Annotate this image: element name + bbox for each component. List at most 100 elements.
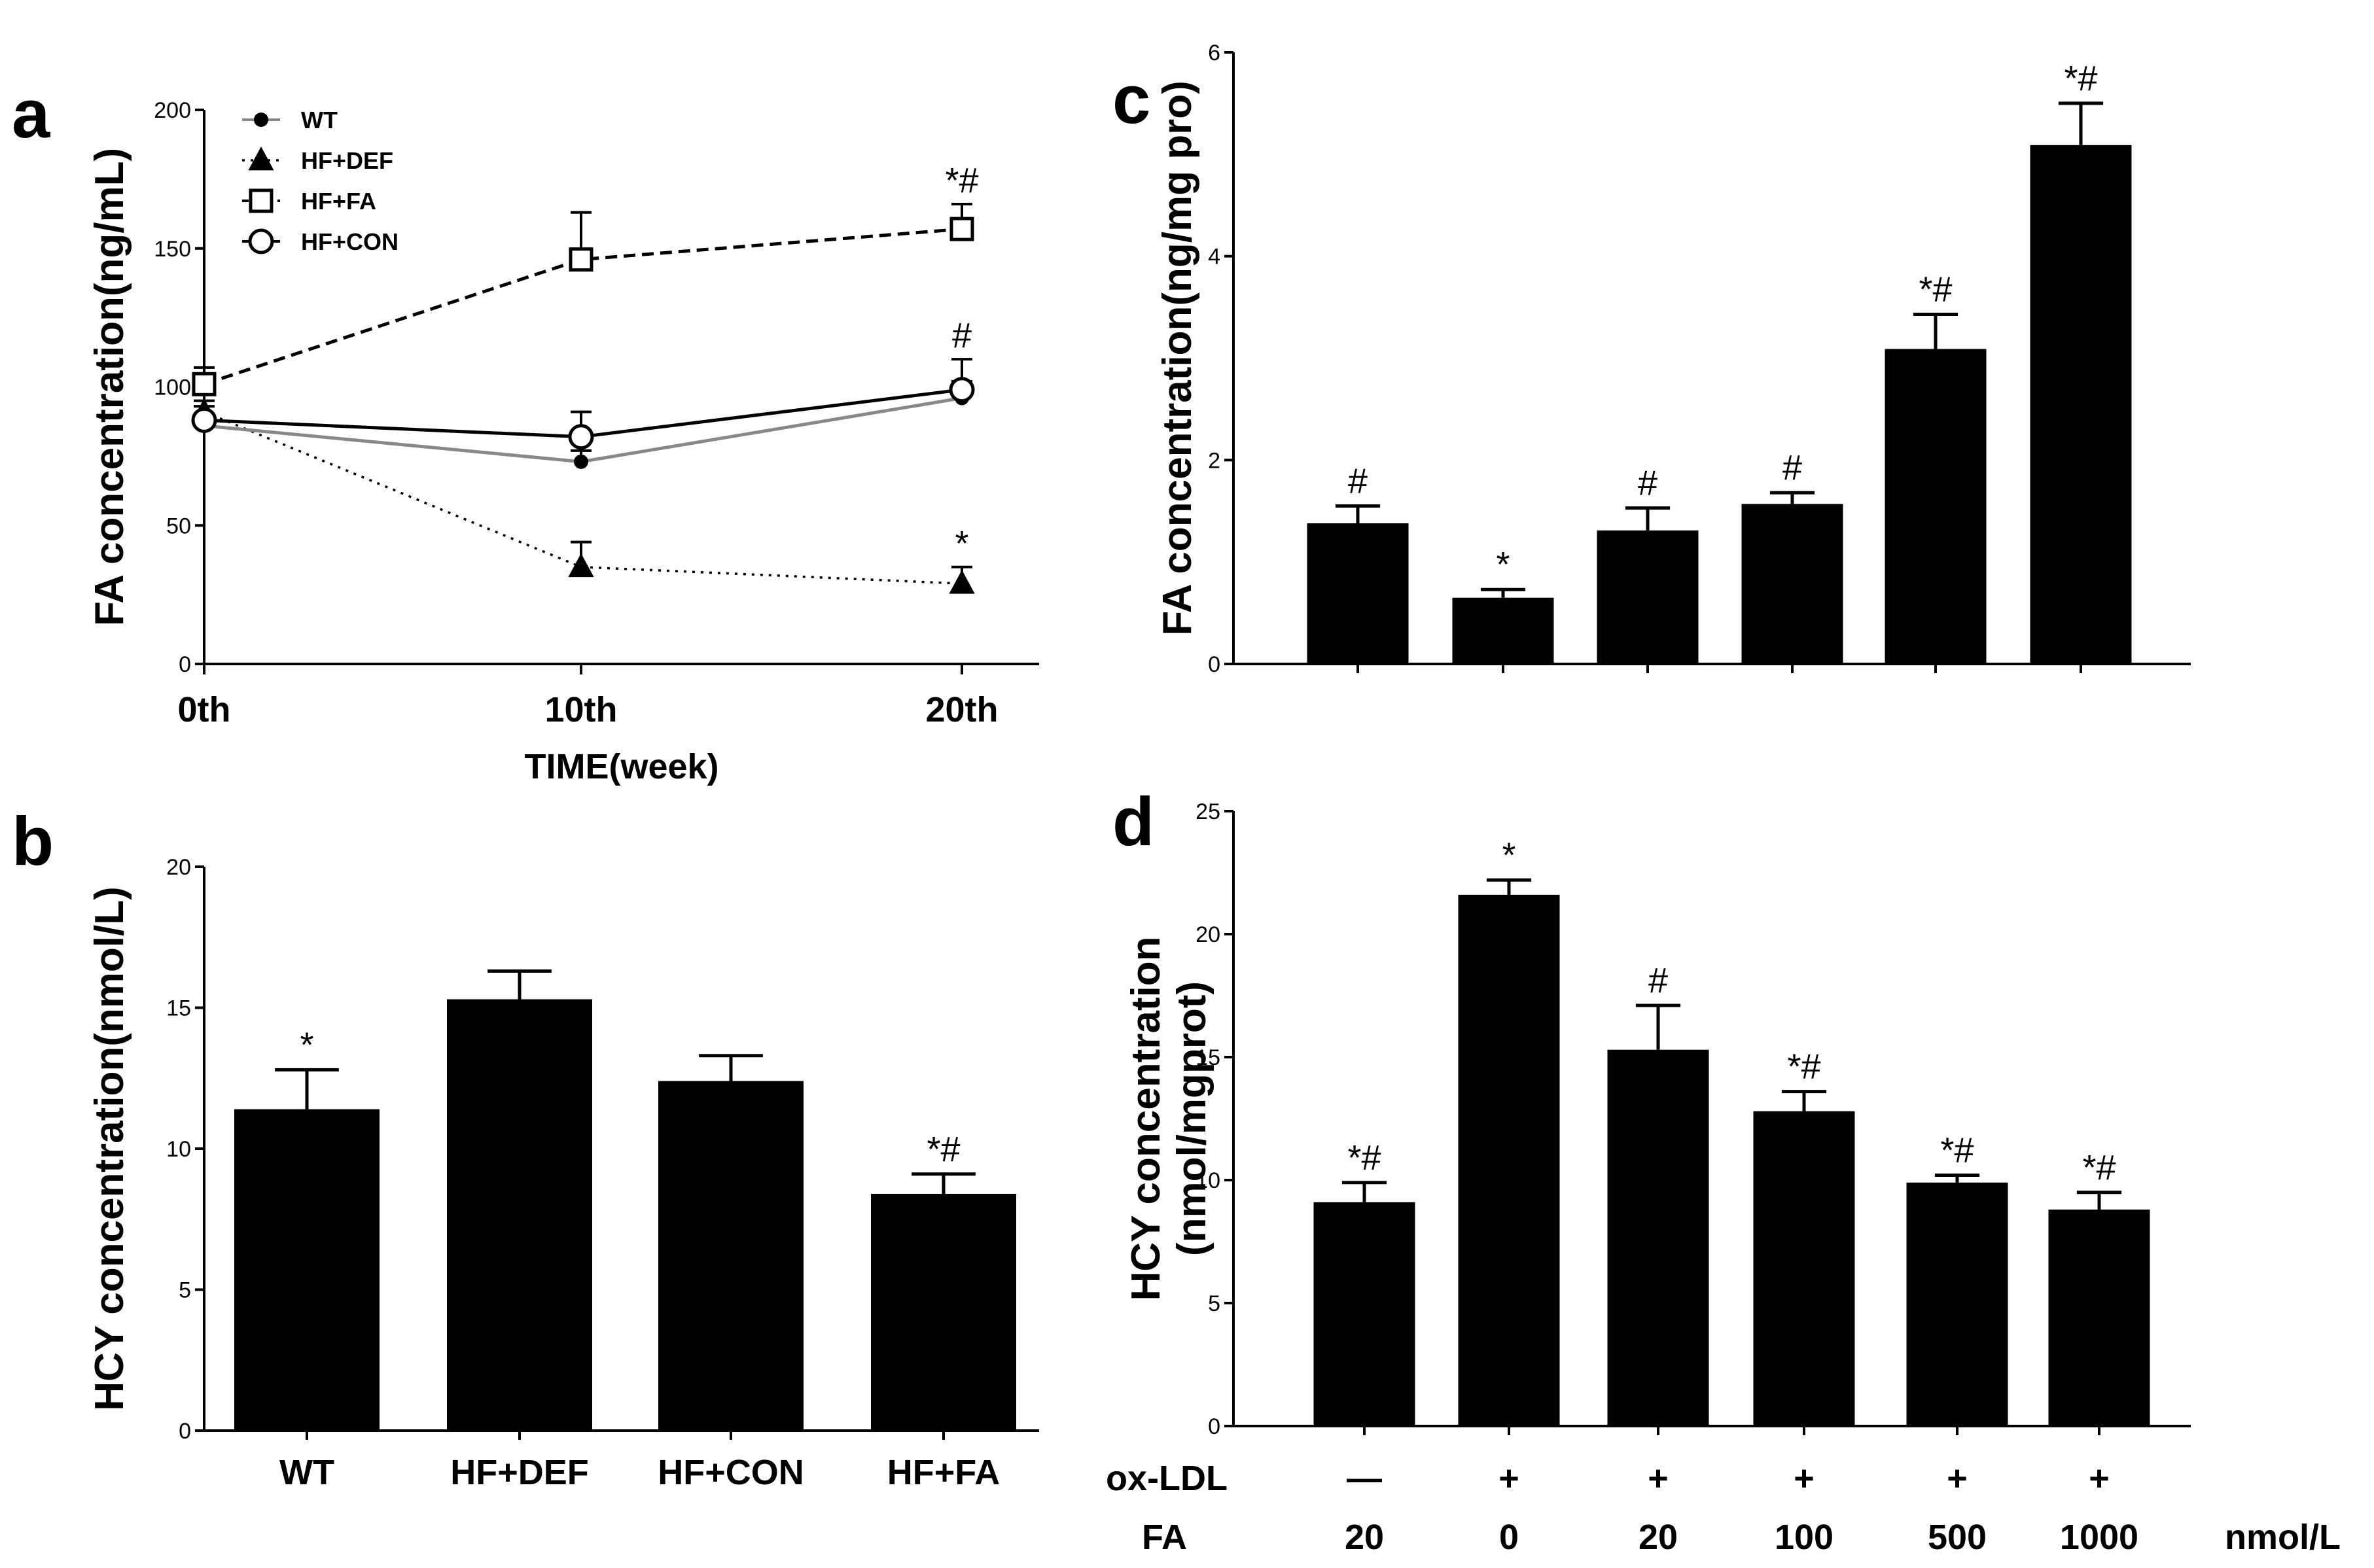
series-hf-fa (192, 202, 974, 396)
y-tick-label: 6 (1208, 41, 1220, 65)
y-tick-label: 2 (1208, 448, 1220, 473)
y-axis-title: HCY concentration(nmol/L) (87, 886, 132, 1410)
bar-group: # (1307, 461, 1409, 673)
significance-label: # (1638, 464, 1657, 503)
legend-label: WT (301, 107, 338, 133)
condition-value: 20 (1639, 1518, 1678, 1557)
y-tick-label: 20 (1196, 922, 1220, 947)
y-tick-label: 150 (154, 237, 191, 262)
legend-marker (248, 147, 274, 171)
significance-label: # (952, 316, 972, 355)
x-tick-label: 0th (178, 690, 231, 729)
condition-row-ox-ldl: ox-LDL — + + + + + (1106, 1459, 2110, 1498)
y-tick-label: 10 (166, 1137, 191, 1162)
bar (1753, 1111, 1855, 1426)
condition-value: + (2089, 1459, 2110, 1498)
significance-label: *# (1940, 1130, 1974, 1170)
significance-label: # (1348, 461, 1368, 500)
y-tick-label: 10 (1196, 1168, 1220, 1193)
legend-label: HF+CON (301, 228, 399, 255)
y-tick-label: 200 (154, 98, 191, 123)
significance-label: * (300, 1025, 313, 1064)
y-tick-label: 100 (154, 375, 191, 400)
bar-group: WT * (234, 1025, 380, 1492)
bar (871, 1193, 1016, 1431)
panel-b: b 0 5 10 15 20 WT * HF+DEF HF+CON HF+FA *# HCY conce… (12, 803, 1039, 1492)
legend-label: HF+DEF (301, 147, 393, 174)
bar-group: *# (1906, 1130, 2008, 1435)
panel-a: a 0 50 100 150 200 0th 10th 20th TIME(week) FA con… (12, 76, 1039, 786)
y-axis-title: FA concentration(ng/mL) (87, 148, 132, 626)
data-point (949, 217, 974, 241)
category-label: HF+FA (887, 1453, 1001, 1492)
bar-group: *# (1885, 270, 1987, 673)
panel-letter: c (1112, 61, 1150, 138)
condition-value: + (1498, 1459, 1519, 1498)
y-axis-title-line: HCY concentration (1124, 937, 1169, 1301)
data-point (574, 454, 588, 469)
significance-label: *# (1787, 1047, 1820, 1087)
bar-group: *# (1313, 1138, 1415, 1435)
significance-label: *# (927, 1130, 960, 1169)
bar (1597, 530, 1699, 664)
condition-value: 0 (1499, 1518, 1519, 1557)
y-tick-label: 50 (166, 514, 191, 538)
condition-value: 20 (1345, 1518, 1384, 1557)
category-label: HF+DEF (450, 1453, 589, 1492)
y-tick-label: 0 (1208, 652, 1220, 677)
bar-group: HF+CON (658, 1054, 804, 1492)
significance-label: *# (2082, 1148, 2116, 1187)
y-tick-label: 4 (1208, 245, 1220, 270)
bar (1885, 349, 1987, 664)
series-line (204, 227, 963, 386)
legend-item: HF+DEF (242, 147, 393, 174)
condition-value: 100 (1775, 1518, 1834, 1557)
condition-value: + (1794, 1459, 1815, 1498)
legend-item: WT (242, 107, 338, 133)
x-axis-title: TIME(week) (524, 747, 718, 786)
y-tick-label: 0 (179, 652, 191, 677)
bar-group: HF+DEF (447, 969, 592, 1492)
data-point (949, 377, 975, 403)
bar-group: *# (1753, 1047, 1855, 1435)
y-axis-title-line: (nmol/mgprot) (1169, 981, 1214, 1256)
data-point (568, 553, 594, 578)
condition-value: 500 (1928, 1518, 1987, 1557)
legend-item: HF+CON (242, 228, 399, 255)
bar (234, 1109, 380, 1431)
legend-item: HF+FA (242, 188, 376, 215)
bar (447, 999, 592, 1431)
significance-label: * (955, 524, 968, 563)
category-label: WT (279, 1453, 334, 1492)
y-tick-label: 5 (179, 1278, 191, 1303)
series-hf-con (191, 358, 975, 450)
bar (1452, 597, 1554, 664)
legend-marker (248, 228, 274, 254)
y-tick-label: 15 (1196, 1045, 1220, 1070)
data-point (949, 570, 975, 594)
bar-group: # (1597, 464, 1699, 673)
x-tick-label: 10th (544, 690, 617, 729)
condition-value: 1000 (2060, 1518, 2138, 1557)
y-tick-label: 20 (166, 855, 191, 880)
condition-value: — (1347, 1459, 1382, 1498)
significance-label: * (1496, 545, 1510, 584)
significance-label: *# (1919, 270, 1952, 309)
condition-unit: nmol/L (2225, 1518, 2341, 1557)
y-tick-label: 5 (1208, 1291, 1220, 1316)
bar (1307, 523, 1409, 664)
significance-label: * (1502, 835, 1515, 875)
bar (1458, 894, 1560, 1426)
bar-group: * (1452, 545, 1554, 673)
data-point (568, 424, 594, 450)
significance-label: *# (1347, 1138, 1381, 1177)
data-point (569, 247, 594, 272)
y-axis-title: FA concentration(ng/mg pro) (1155, 80, 1200, 635)
y-tick-label: 15 (166, 996, 191, 1021)
panel-letter: d (1112, 784, 1154, 860)
y-tick-label: 0 (179, 1419, 191, 1444)
condition-value: + (1648, 1459, 1669, 1498)
y-tick-label: 0 (1208, 1414, 1220, 1439)
